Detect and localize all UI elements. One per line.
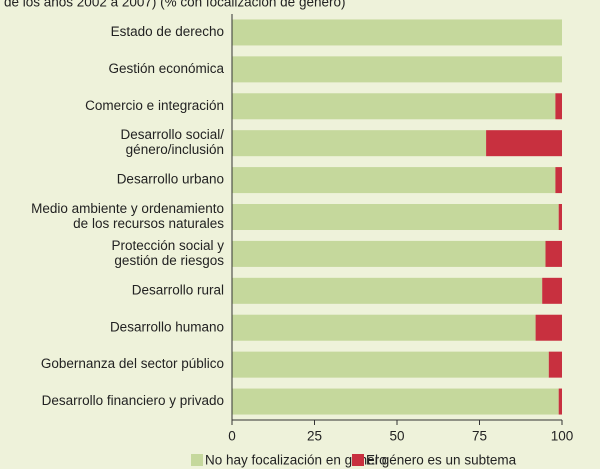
bar-segment [232,19,562,46]
bar-segment [232,314,536,341]
chart-subtitle: de los años 2002 a 2007) (% con focaliza… [4,0,345,10]
y-tick-label: Desarrollo rural [132,282,224,297]
bar-segment [232,240,546,267]
bar-segment [542,277,562,304]
x-tick-label: 0 [228,429,236,444]
legend-swatch [191,454,203,466]
y-tick-label: Desarrollo humano [110,319,224,334]
y-tick-label: Desarrollo social/ [120,127,224,142]
bar-segment [232,351,549,378]
x-tick-label: 50 [389,429,404,444]
y-tick-label: Protección social y [111,238,224,253]
bar-segment [232,93,556,120]
y-tick-label: Gestión económica [108,61,224,76]
x-tick-label: 25 [307,429,322,444]
bar-segment [486,130,562,157]
legend-label: El género es un subtema [366,453,517,468]
y-tick-label: Medio ambiente y ordenamiento [31,201,224,216]
y-tick-label: Estado de derecho [111,24,224,39]
bar-segment [535,314,562,341]
bar-segment [232,388,559,415]
x-tick-label: 75 [472,429,487,444]
legend-label: No hay focalización en género [205,453,387,468]
x-tick-label: 100 [551,429,574,444]
bar-segment [232,204,559,230]
y-tick-label: género/inclusión [126,142,224,157]
bar-segment [232,167,556,194]
bar-segment [232,130,487,157]
bar-segment [548,351,562,378]
bar-segment [558,204,562,230]
y-tick-label: Gobernanza del sector público [41,356,224,371]
y-tick-label: Comercio e integración [85,98,224,113]
bar-segment [555,93,562,120]
legend-swatch [352,454,364,466]
bar-segment [232,277,543,304]
bar-segment [555,167,562,194]
y-tick-label: de los recursos naturales [73,216,224,231]
bar-segment [232,56,562,83]
bar-segment [558,388,562,415]
y-tick-label: Desarrollo urbano [117,172,224,187]
y-tick-label: gestión de riesgos [114,253,224,268]
y-tick-label: Desarrollo financiero y privado [42,393,224,408]
bar-segment [545,240,562,267]
